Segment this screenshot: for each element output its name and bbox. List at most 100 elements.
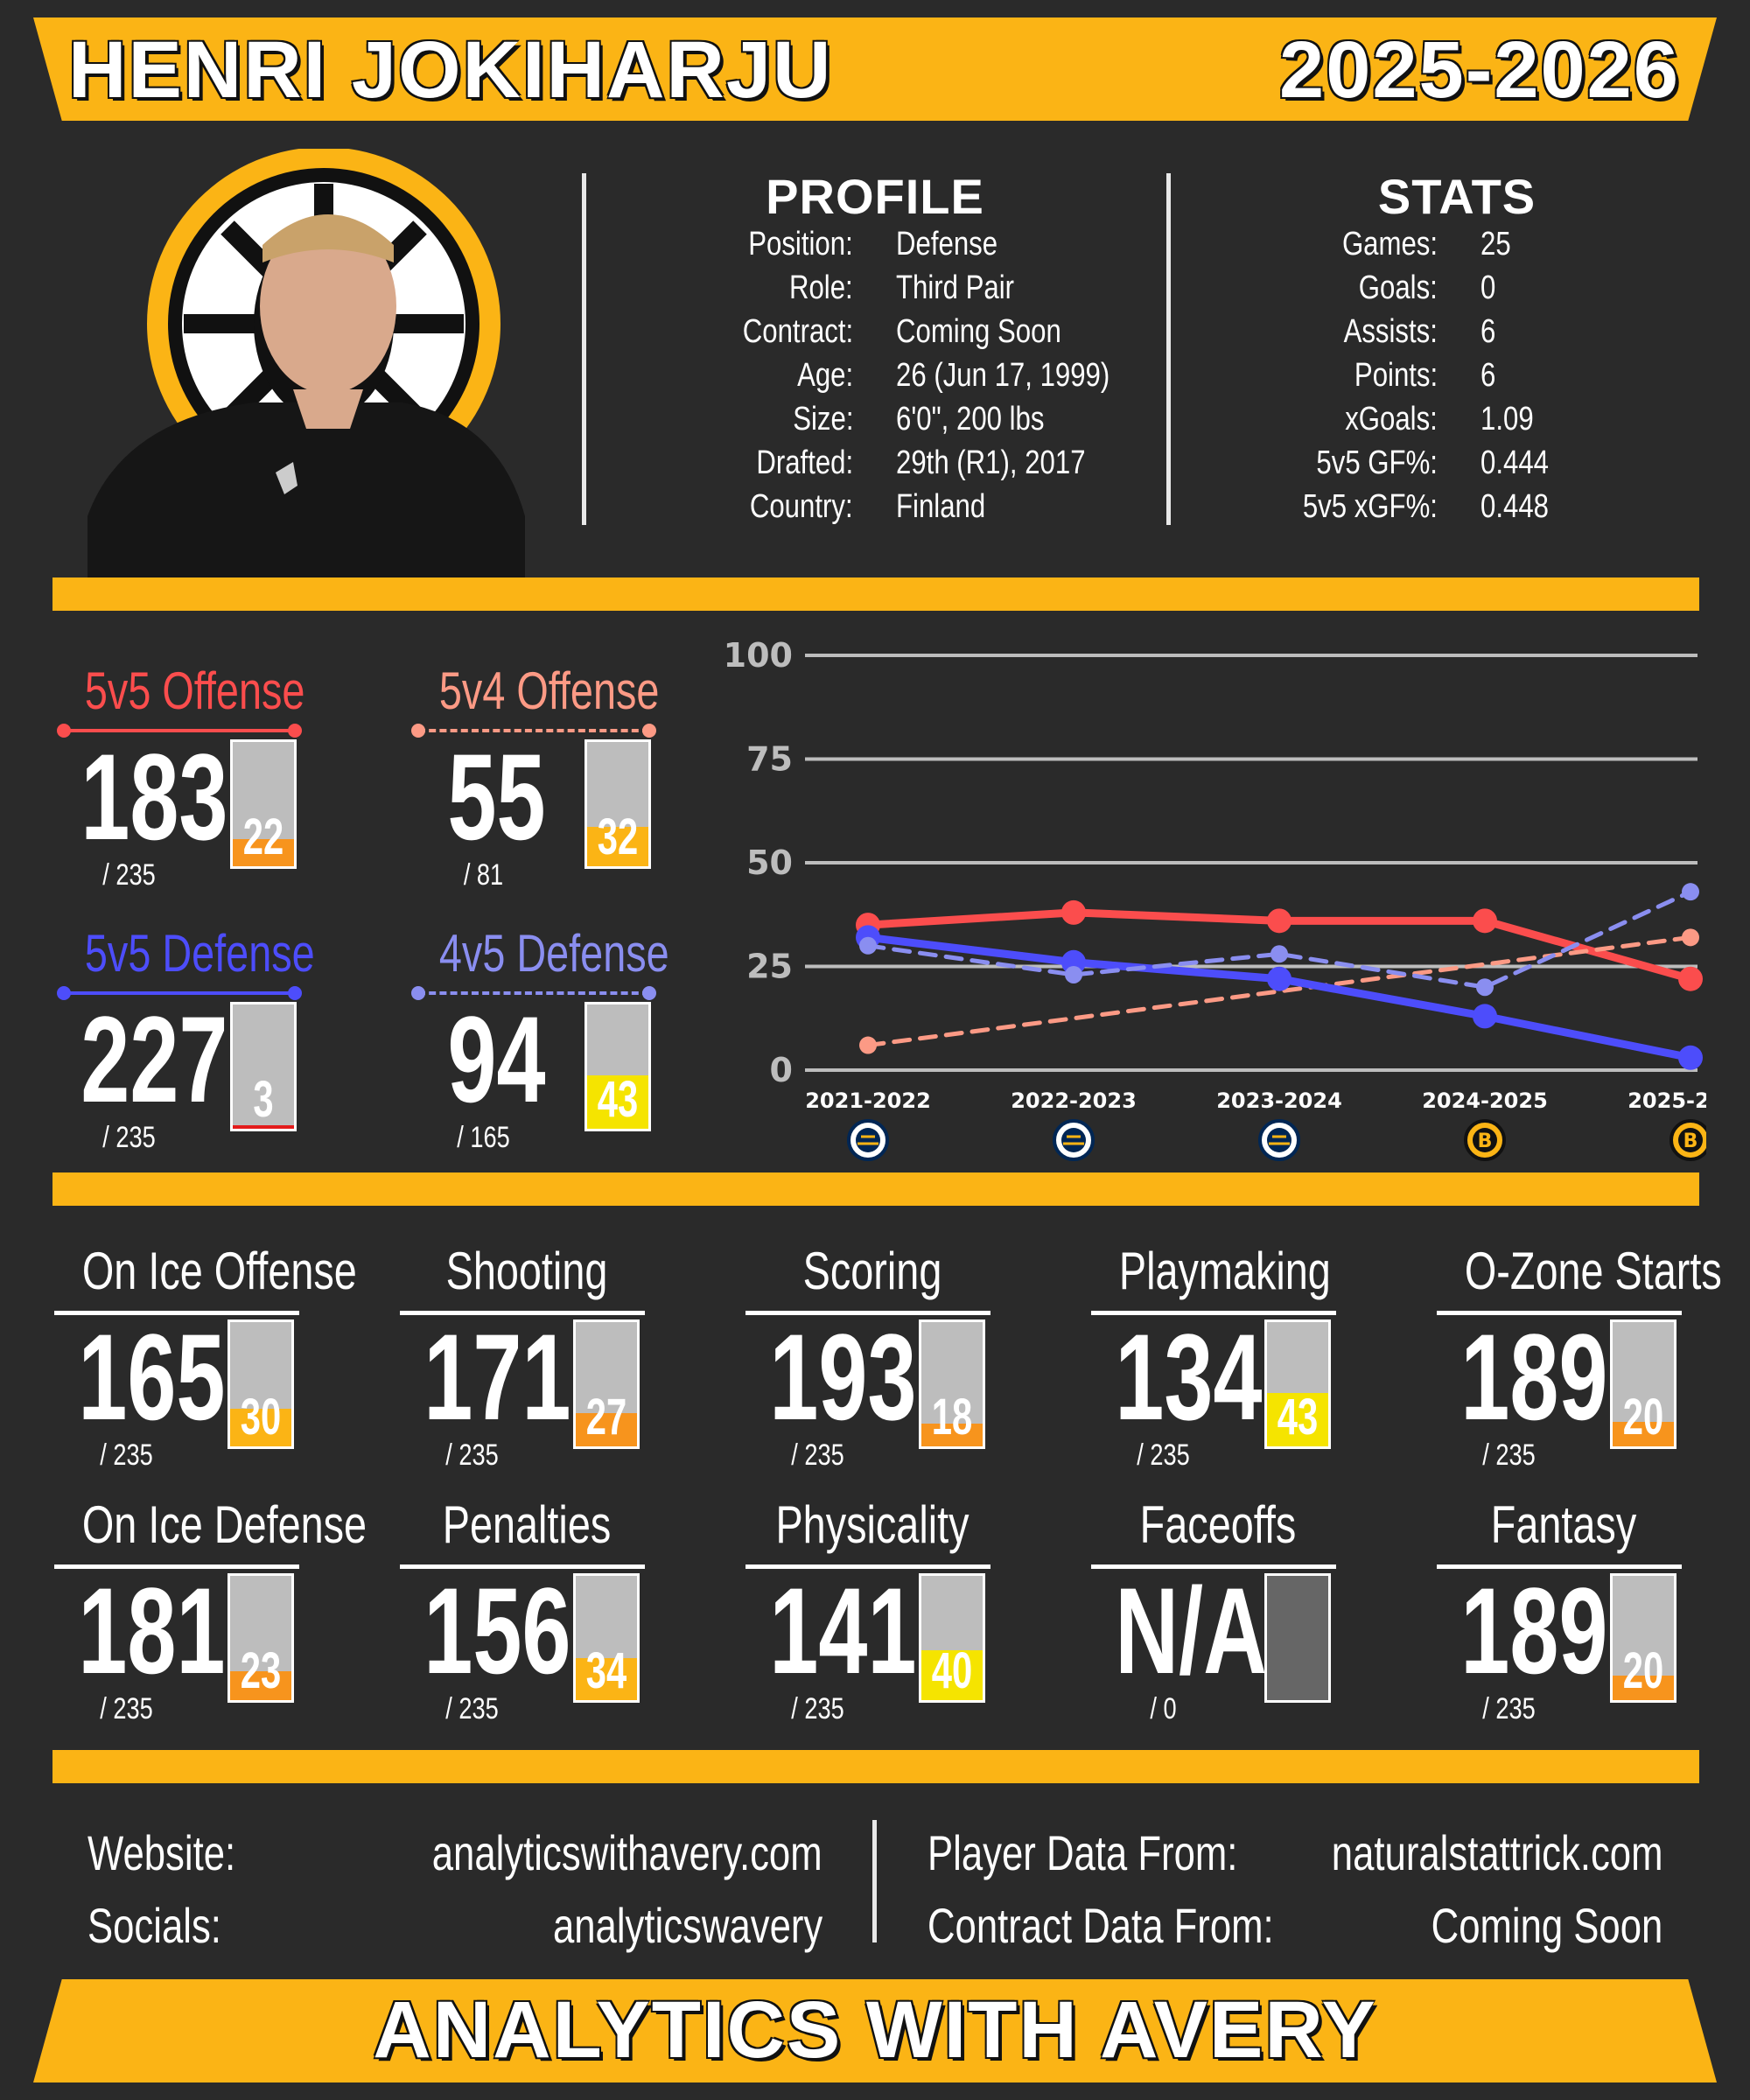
legend-dot xyxy=(411,986,425,1000)
rank-total: / 81 xyxy=(463,858,504,892)
legend-dot xyxy=(642,986,656,1000)
block-label: On Ice Offense xyxy=(81,1242,357,1300)
percentile-gauge: 34 xyxy=(573,1573,640,1703)
series-point xyxy=(1473,908,1497,934)
profile-value: Coming Soon xyxy=(896,313,1061,350)
header-banner xyxy=(33,18,1717,121)
profile-value: 29th (R1), 2017 xyxy=(896,444,1086,481)
profile-value: Third Pair xyxy=(896,270,1015,306)
website-link[interactable]: analyticswithavery.com xyxy=(432,1825,822,1880)
percentile-value: 34 xyxy=(585,1642,627,1699)
stat-block: Physicality 141/ 235 40 xyxy=(746,1494,990,1757)
profile-label: Size: xyxy=(792,401,853,438)
stat-block: On Ice Defense 181/ 235 23 xyxy=(54,1494,367,1757)
footer-banner xyxy=(33,1979,1717,2082)
profile-label: Contract: xyxy=(742,313,853,350)
block-label: Playmaking xyxy=(1118,1242,1331,1300)
percentile-value: 18 xyxy=(931,1389,973,1446)
rank-value: 193 xyxy=(769,1308,917,1446)
block-label: O-Zone Starts xyxy=(1464,1242,1722,1300)
stat-label: Points: xyxy=(1354,357,1438,394)
stat-label: Assists: xyxy=(1343,313,1438,350)
y-tick-label: 50 xyxy=(746,844,793,882)
percentile-fill xyxy=(230,1409,291,1446)
block-underline xyxy=(1091,1311,1336,1315)
profile-value: Finland xyxy=(896,488,986,525)
block-label: Scoring xyxy=(802,1242,942,1300)
contract-data-source: Coming Soon xyxy=(1431,1898,1662,1953)
svg-text:B: B xyxy=(1684,1130,1698,1152)
percentile-value: 30 xyxy=(240,1389,282,1446)
rank-total: / 235 xyxy=(791,1438,844,1472)
rank-value: N/A xyxy=(1115,1562,1267,1699)
legend-dot xyxy=(57,724,71,738)
bruins-logo-icon: B xyxy=(1464,1119,1506,1161)
block-label: Fantasy xyxy=(1490,1495,1637,1554)
percentile-fill xyxy=(233,838,294,866)
percentile-gauge: 23 xyxy=(228,1573,294,1703)
block-underline xyxy=(1437,1311,1682,1315)
percentile-fill xyxy=(587,826,648,866)
percentile-gauge: 40 xyxy=(919,1573,985,1703)
percentile-gauge: 43 xyxy=(584,1002,651,1131)
y-tick-label: 0 xyxy=(770,1051,793,1089)
percentile-value: 23 xyxy=(240,1642,282,1699)
profile-label: Role: xyxy=(789,270,853,306)
stat-block: 5v5 Defense 227/ 235 3 xyxy=(57,923,315,1186)
stat-block: 5v5 Offense 183/ 235 22 xyxy=(57,661,305,923)
percentile-fill xyxy=(1267,1392,1328,1446)
rank-total: / 0 xyxy=(1150,1692,1177,1726)
divider xyxy=(1166,173,1171,525)
stat-block: Playmaking 134/ 235 43 xyxy=(1091,1241,1336,1503)
block-underline xyxy=(1091,1564,1336,1569)
legend-dot xyxy=(288,986,302,1000)
rank-value: 189 xyxy=(1460,1308,1608,1446)
rank-value: 165 xyxy=(78,1308,226,1446)
series-line xyxy=(865,889,1693,990)
percentile-value: 3 xyxy=(253,1071,274,1128)
rank-value: 183 xyxy=(80,728,228,865)
percentile-fill xyxy=(1613,1675,1674,1700)
percentile-gauge: 27 xyxy=(573,1320,640,1449)
percentile-value: 22 xyxy=(242,808,284,865)
profile-label: Drafted: xyxy=(756,444,853,481)
rank-value: 156 xyxy=(424,1562,571,1699)
percentile-value: 43 xyxy=(1277,1389,1319,1446)
stat-value: 0 xyxy=(1480,270,1496,306)
percentile-value: 27 xyxy=(585,1389,627,1446)
percentile-gauge: 20 xyxy=(1610,1320,1676,1449)
percentile-fill xyxy=(587,1074,648,1129)
percentile-gauge: 20 xyxy=(1610,1573,1676,1703)
percentile-gauge: 18 xyxy=(919,1320,985,1449)
percentile-fill xyxy=(921,1650,983,1700)
stat-value: 0.444 xyxy=(1480,444,1549,481)
stat-value: 6 xyxy=(1480,357,1496,394)
website-label: Website: xyxy=(88,1825,236,1880)
stat-value: 6 xyxy=(1480,313,1496,350)
stats-title: STATS xyxy=(1377,169,1536,224)
socials-label: Socials: xyxy=(88,1898,221,1953)
series-point xyxy=(859,936,877,955)
ranking-trend-chart: 0 25 50 75 100 2021-2022 2022-2023 2023-2024 202… xyxy=(718,626,1750,1168)
stat-label: 5v5 GF%: xyxy=(1316,444,1438,481)
series-point xyxy=(1476,978,1494,997)
block-label: 5v5 Offense xyxy=(84,662,305,720)
rank-total: / 235 xyxy=(102,858,156,892)
block-underline xyxy=(746,1564,990,1569)
series-point xyxy=(1678,1045,1703,1070)
rank-total: / 235 xyxy=(100,1692,153,1726)
legend-dot xyxy=(57,986,71,1000)
legend-dot xyxy=(411,724,425,738)
sabres-logo-icon xyxy=(1053,1119,1095,1161)
rank-value: 171 xyxy=(424,1308,571,1446)
series-point xyxy=(1061,900,1086,925)
percentile-value: 43 xyxy=(597,1071,639,1128)
socials-handle[interactable]: analyticswavery xyxy=(552,1898,822,1953)
series-point xyxy=(1267,908,1292,934)
stat-block: Shooting 171/ 235 27 xyxy=(400,1241,645,1503)
stat-label: Goals: xyxy=(1358,270,1438,306)
player-data-source[interactable]: naturalstattrick.com xyxy=(1331,1825,1662,1880)
season-label: 2025-2026 xyxy=(1279,25,1680,115)
x-tick-label: 2023-2024 xyxy=(1216,1088,1342,1113)
rank-value: 181 xyxy=(78,1562,226,1699)
